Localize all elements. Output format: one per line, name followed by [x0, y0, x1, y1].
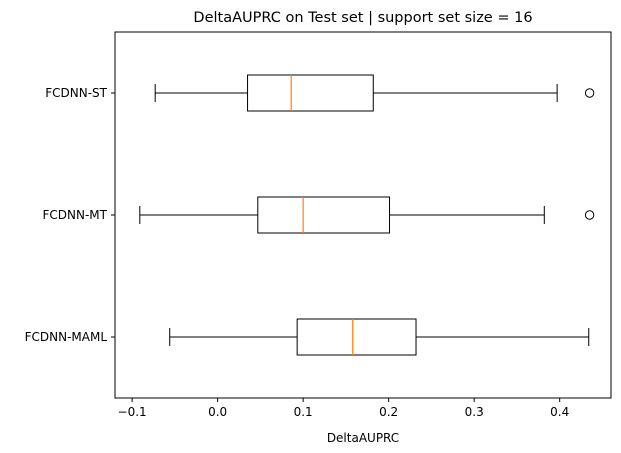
- box-group-2: [154, 74, 595, 112]
- y-axis: FCDNN-MAML FCDNN-MT FCDNN-ST: [25, 86, 115, 344]
- x-tick-label-5: 0.4: [550, 405, 569, 419]
- plot-area: [139, 74, 595, 356]
- chart-title: DeltaAUPRC on Test set | support set siz…: [193, 10, 532, 26]
- x-axis-label: DeltaAUPRC: [327, 431, 399, 445]
- x-tick-label-0: −0.1: [118, 405, 147, 419]
- outlier-2-0: [584, 88, 595, 98]
- y-tick-label-2: FCDNN-ST: [45, 86, 107, 100]
- x-tick-label-1: 0.0: [208, 405, 227, 419]
- y-tick-label-0: FCDNN-MAML: [25, 330, 108, 344]
- x-axis: −0.1 0.0 0.1 0.2 0.3 0.4: [118, 398, 569, 419]
- box-2: [247, 74, 374, 112]
- y-tick-label-1: FCDNN-MT: [43, 208, 108, 222]
- x-tick-label-2: 0.1: [294, 405, 313, 419]
- x-tick-label-3: 0.2: [379, 405, 398, 419]
- box-group-1: [139, 196, 595, 234]
- box-group-0: [169, 318, 590, 356]
- box-0: [296, 318, 417, 356]
- x-tick-label-4: 0.3: [465, 405, 484, 419]
- outlier-1-0: [584, 210, 595, 220]
- box-1: [257, 196, 391, 234]
